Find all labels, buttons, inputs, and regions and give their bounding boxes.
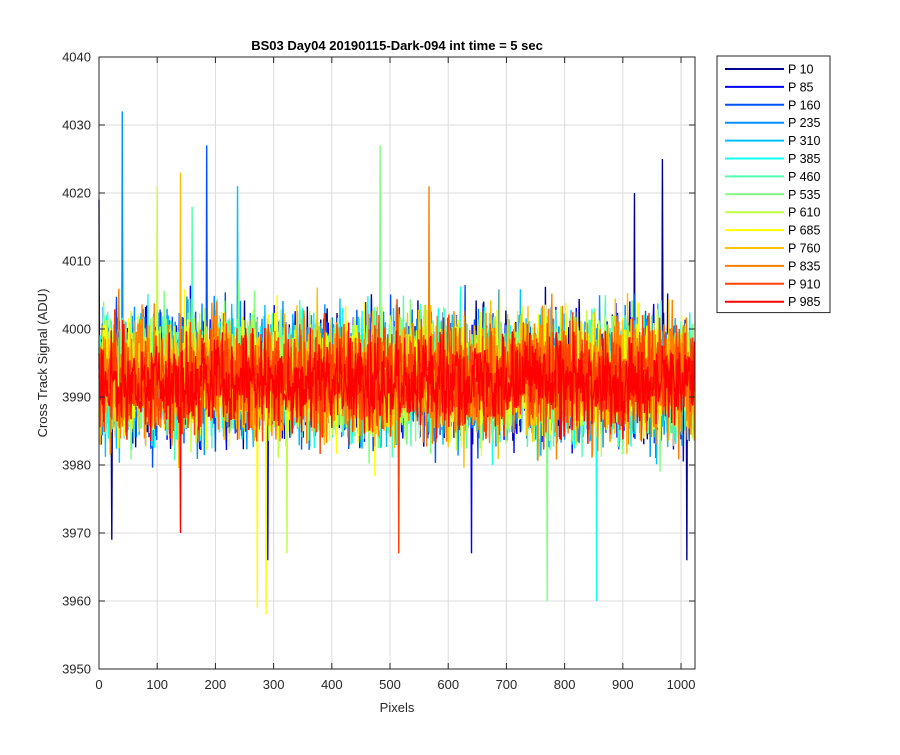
y-tick-label: 4030 bbox=[62, 118, 91, 133]
x-tick-label: 300 bbox=[263, 677, 285, 692]
series-layer bbox=[98, 111, 696, 615]
x-tick-label: 1000 bbox=[667, 677, 696, 692]
y-tick-label: 3980 bbox=[62, 458, 91, 473]
y-tick-label: 4040 bbox=[62, 50, 91, 65]
x-tick-label: 500 bbox=[379, 677, 401, 692]
x-tick-label: 800 bbox=[554, 677, 576, 692]
legend-entry: P 610 bbox=[788, 206, 820, 220]
x-axis: 0 100 200 300 400 500 600 700 800 900 1000 bbox=[95, 57, 695, 692]
y-tick-label: 3990 bbox=[62, 390, 91, 405]
legend-entry: P 160 bbox=[788, 98, 820, 112]
legend-entry: P 10 bbox=[788, 63, 814, 77]
legend-entry: P 460 bbox=[788, 170, 820, 184]
legend-box bbox=[716, 55, 831, 314]
legend-entry: P 985 bbox=[788, 295, 820, 309]
y-tick-label: 4020 bbox=[62, 186, 91, 201]
x-tick-label: 900 bbox=[612, 677, 634, 692]
legend-entry: P 85 bbox=[788, 80, 814, 94]
y-tick-label: 3950 bbox=[62, 662, 91, 677]
x-tick-label: 700 bbox=[496, 677, 518, 692]
series-line-p985 bbox=[98, 317, 696, 534]
legend-entry: P 385 bbox=[788, 152, 820, 166]
x-tick-label: 400 bbox=[321, 677, 343, 692]
x-tick-label: 600 bbox=[437, 677, 459, 692]
y-tick-label: 4010 bbox=[62, 254, 91, 269]
x-axis-label: Pixels bbox=[380, 700, 415, 715]
legend-entry: P 310 bbox=[788, 134, 820, 148]
legend-entry: P 235 bbox=[788, 116, 820, 130]
y-tick-label: 4000 bbox=[62, 322, 91, 337]
y-axis-label: Cross Track Signal (ADU) bbox=[35, 289, 50, 438]
y-tick-label: 3960 bbox=[62, 594, 91, 609]
legend-entry: P 535 bbox=[788, 188, 820, 202]
plot-frame bbox=[98, 56, 696, 670]
y-tick-label: 3970 bbox=[62, 526, 91, 541]
chart-title: BS03 Day04 20190115-Dark-094 int time = … bbox=[251, 38, 543, 53]
legend-entry: P 835 bbox=[788, 259, 820, 273]
legend: P 10 P 85 P 160 P 235 P 310 P 385 P 460 P 535 P … bbox=[716, 55, 831, 314]
legend-entry: P 910 bbox=[788, 277, 820, 291]
x-tick-label: 200 bbox=[205, 677, 227, 692]
x-tick-label: 100 bbox=[146, 677, 168, 692]
y-axis: 3950 3960 3970 3980 3990 4000 4010 4020 4030 4040 bbox=[62, 50, 695, 677]
legend-entry: P 685 bbox=[788, 224, 820, 238]
x-tick-label: 0 bbox=[95, 677, 102, 692]
legend-entry: P 760 bbox=[788, 242, 820, 256]
